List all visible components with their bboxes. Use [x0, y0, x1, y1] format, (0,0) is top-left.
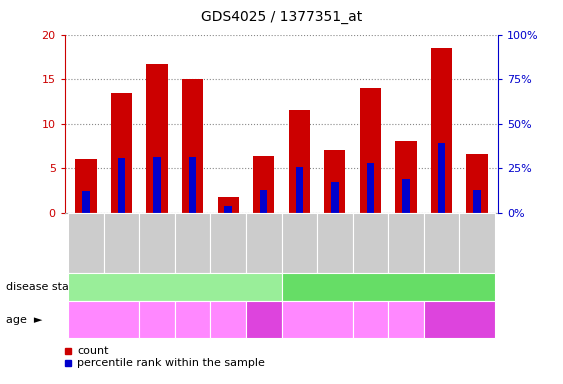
Bar	[352, 213, 388, 273]
Text: GSM317266: GSM317266	[366, 216, 375, 271]
Bar	[260, 190, 267, 213]
Bar	[75, 159, 97, 213]
Bar	[289, 109, 310, 213]
Bar	[217, 197, 239, 213]
Bar	[437, 144, 445, 213]
Text: 19
weeks: 19 weeks	[142, 309, 172, 331]
Text: 19
weeks: 19 weeks	[355, 309, 386, 331]
Bar	[466, 154, 488, 213]
Text: disease state  ►: disease state ►	[6, 282, 95, 292]
Bar	[146, 64, 168, 213]
Bar	[153, 157, 161, 213]
Bar	[111, 93, 132, 213]
Bar	[367, 163, 374, 213]
Bar	[282, 213, 317, 273]
Bar	[317, 213, 352, 273]
Bar	[296, 167, 303, 213]
Text: GSM317237: GSM317237	[472, 216, 481, 271]
Bar	[402, 179, 410, 213]
Text: count: count	[77, 346, 109, 356]
Bar	[140, 213, 175, 273]
Text: 18 weeks: 18 weeks	[291, 314, 343, 325]
Bar	[211, 213, 246, 273]
Text: GDS4025 / 1377351_at: GDS4025 / 1377351_at	[201, 10, 362, 23]
Bar	[431, 48, 452, 213]
Bar	[246, 301, 282, 338]
Text: GSM317232: GSM317232	[188, 216, 197, 271]
Bar	[82, 191, 90, 213]
Bar	[68, 301, 140, 338]
Bar	[182, 79, 203, 213]
Bar	[360, 88, 381, 213]
Bar	[423, 213, 459, 273]
Bar	[388, 213, 423, 273]
Text: 22
weeks: 22 weeks	[213, 309, 244, 331]
Bar	[246, 213, 282, 273]
Bar	[352, 301, 388, 338]
Text: GSM317236: GSM317236	[259, 216, 268, 271]
Bar	[118, 158, 126, 213]
Text: 22 weeks: 22 weeks	[433, 314, 486, 325]
Bar	[282, 301, 352, 338]
Text: 18 weeks: 18 weeks	[78, 314, 130, 325]
Bar	[189, 157, 196, 213]
Bar	[68, 213, 104, 273]
Bar	[68, 273, 282, 301]
Text: percentile rank within the sample: percentile rank within the sample	[77, 358, 265, 368]
Bar	[175, 213, 211, 273]
Bar	[225, 206, 232, 213]
Bar	[473, 190, 481, 213]
Bar	[211, 301, 246, 338]
Bar	[140, 301, 175, 338]
Text: 20
weeks: 20 weeks	[177, 309, 208, 331]
Bar	[104, 213, 140, 273]
Text: GSM317234: GSM317234	[295, 216, 304, 271]
Bar	[175, 301, 211, 338]
Bar	[324, 150, 346, 213]
Text: GSM317265: GSM317265	[153, 216, 162, 271]
Bar	[253, 156, 274, 213]
Bar	[331, 182, 338, 213]
Text: GSM317177: GSM317177	[401, 216, 410, 271]
Text: age  ►: age ►	[6, 314, 42, 325]
Text: GSM317235: GSM317235	[82, 216, 91, 271]
Bar	[423, 301, 495, 338]
Bar	[388, 301, 423, 338]
Bar	[459, 213, 495, 273]
Text: GSM317233: GSM317233	[437, 216, 446, 271]
Bar	[395, 141, 417, 213]
Text: GSM317231: GSM317231	[224, 216, 233, 271]
Text: GSM317264: GSM317264	[330, 216, 339, 271]
Text: GSM317267: GSM317267	[117, 216, 126, 271]
Text: 20
weeks: 20 weeks	[391, 309, 421, 331]
Text: control: control	[369, 282, 408, 292]
Bar	[282, 273, 495, 301]
Text: streptozotocin-induced diabetes: streptozotocin-induced diabetes	[85, 282, 265, 292]
Text: 26
weeks: 26 weeks	[248, 309, 279, 331]
